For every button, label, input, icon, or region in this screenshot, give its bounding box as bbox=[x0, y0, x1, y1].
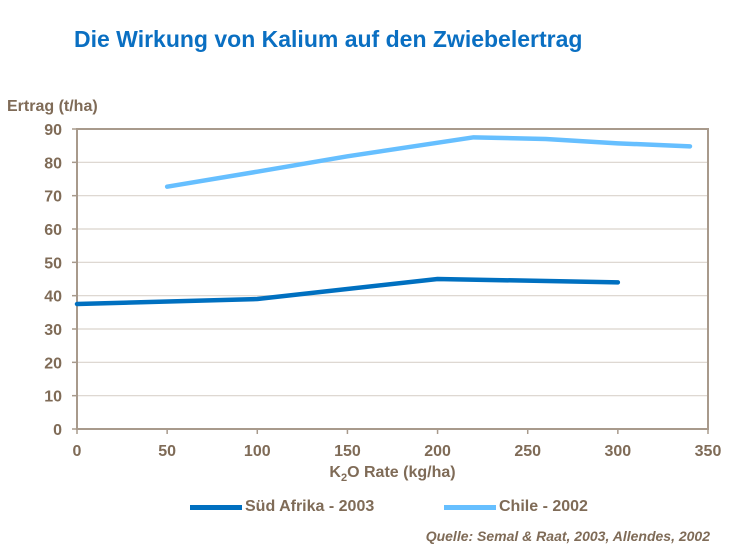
x-tick-label: 200 bbox=[424, 443, 451, 460]
legend-item-sued-afrika: Süd Afrika - 2003 bbox=[190, 498, 374, 516]
legend-label: Chile - 2002 bbox=[499, 498, 588, 515]
x-tick-label: 0 bbox=[73, 443, 82, 460]
x-label-part: K bbox=[329, 464, 341, 481]
y-tick-label: 0 bbox=[53, 422, 62, 439]
y-tick-label: 20 bbox=[44, 355, 62, 372]
y-tick-label: 80 bbox=[44, 155, 62, 172]
x-tick-label: 350 bbox=[695, 443, 722, 460]
x-tick-label: 300 bbox=[605, 443, 632, 460]
legend-label: Süd Afrika - 2003 bbox=[245, 498, 375, 515]
y-axis-label: Ertrag (t/ha) bbox=[7, 98, 98, 115]
x-tick-label: 250 bbox=[514, 443, 541, 460]
source-note: Quelle: Semal & Raat, 2003, Allendes, 20… bbox=[425, 528, 710, 544]
y-tick-label: 60 bbox=[44, 222, 62, 239]
legend-item-chile: Chile - 2002 bbox=[444, 498, 588, 516]
x-tick-label: 150 bbox=[334, 443, 361, 460]
series-line-1 bbox=[164, 135, 693, 189]
y-tick-label: 10 bbox=[44, 389, 62, 406]
x-label-subscript: 2 bbox=[340, 472, 348, 485]
y-tick-label: 50 bbox=[44, 255, 62, 272]
legend-swatch bbox=[190, 504, 242, 510]
x-tick-label: 100 bbox=[244, 443, 271, 460]
legend-swatch bbox=[444, 504, 496, 510]
y-tick-label: 90 bbox=[44, 122, 62, 139]
x-tick-label: 50 bbox=[158, 443, 176, 460]
plot-border bbox=[76, 128, 709, 430]
x-axis-label: K2O Rate (kg/ha) bbox=[0, 464, 730, 484]
chart-title: Die Wirkung von Kalium auf den Zwiebeler… bbox=[74, 26, 583, 52]
x-label-part: O Rate (kg/ha) bbox=[347, 464, 456, 481]
y-tick-label: 30 bbox=[44, 322, 62, 339]
y-tick-label: 70 bbox=[44, 189, 62, 206]
series-line-0 bbox=[74, 276, 621, 307]
y-tick-label: 40 bbox=[44, 289, 62, 306]
